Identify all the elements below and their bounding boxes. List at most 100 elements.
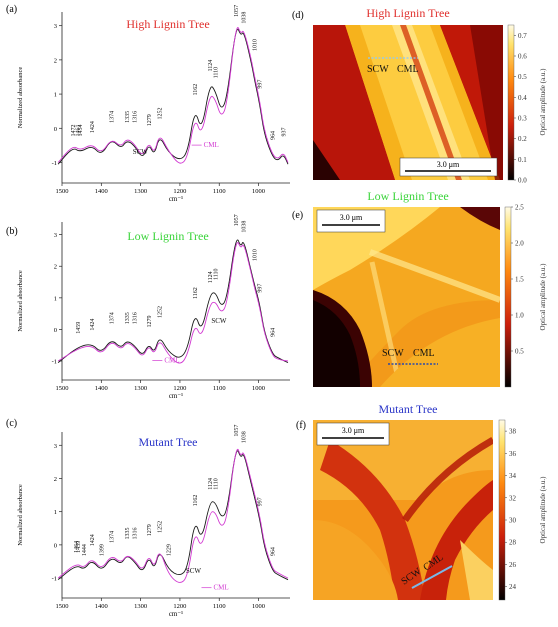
peak-label: 1316 (132, 111, 138, 123)
y-tick-label: 2 (54, 264, 57, 271)
x-tick-label: 1100 (213, 188, 226, 195)
y-tick-label: 2 (54, 57, 57, 64)
colorbar-tick-label: 36 (509, 450, 517, 458)
colorbar-ticks-f: 38 36 34 32 30 28 26 24 (505, 428, 517, 591)
peak-label: 964 (271, 131, 277, 140)
x-tick-label: 1000 (252, 188, 265, 195)
x-axis-label: cm⁻¹ (169, 610, 183, 618)
peak-label: 1399 (100, 544, 106, 556)
x-tick-label: 1300 (134, 188, 147, 195)
peak-label: 1335 (125, 312, 131, 324)
panel-letter-f: (f) (296, 420, 306, 431)
cml-legend-label: CML (204, 141, 219, 149)
peak-label: 1459 (76, 322, 82, 334)
peak-label: 1010 (253, 39, 259, 51)
peak-label: 1454 (78, 125, 84, 137)
colorbar-tick-label: 0.6 (518, 53, 527, 61)
scw-series-line (57, 450, 289, 581)
heatmap-e (313, 207, 500, 387)
colorbar-label-e: Optical amplitude (a.u.) (539, 263, 547, 331)
panel-letter: (b) (6, 226, 18, 237)
peak-label: 1124 (208, 60, 214, 72)
colorbar-tick-label: 24 (509, 583, 517, 591)
spectrum-panel-1: (a) High Lignin Tree Normalized absorbance… (6, 4, 290, 203)
y-tick-label: -1 (52, 359, 57, 366)
peak-label: 1162 (193, 495, 199, 507)
colorbar-tick-label: 0.5 (518, 73, 527, 81)
colorbar-tick-label: 34 (509, 472, 517, 480)
peak-label: 1229 (167, 544, 173, 556)
peak-label: 937 (281, 128, 287, 137)
colorbar-tick-label: 32 (509, 494, 517, 502)
x-tick-label: 1000 (252, 603, 265, 610)
colorbar-ticks-d: 0.7 0.6 0.5 0.4 0.3 0.2 0.1 0.0 (514, 32, 527, 185)
heatmap-f (313, 420, 493, 600)
peak-label: 1424 (90, 319, 96, 331)
colorbar-d (507, 24, 515, 181)
colorbar-f (498, 419, 506, 601)
colorbar-tick-label: 28 (509, 539, 517, 547)
colorbar-tick-label: 1.0 (515, 312, 524, 320)
chart-title: Mutant Tree (138, 435, 197, 449)
peak-label: 1038 (242, 221, 248, 233)
image-title-d: High Lignin Tree (366, 6, 449, 20)
colorbar-tick-label: 0.3 (518, 115, 527, 123)
scale-label-f: 3.0 μm (342, 426, 365, 435)
y-tick-label: 1 (54, 92, 57, 99)
image-title-e: Low Lignin Tree (367, 189, 448, 203)
scw-legend-label: SCW (211, 317, 227, 325)
peak-label: 1124 (208, 478, 214, 490)
colorbar-tick-label: 0.2 (518, 135, 527, 143)
heatmap-d (313, 25, 503, 180)
peak-label: 1110 (213, 478, 219, 490)
peak-label: 1316 (132, 312, 138, 324)
chart-title: Low Lignin Tree (127, 229, 208, 243)
colorbar-tick-label: 2.5 (515, 204, 524, 212)
line-profile-f (411, 565, 453, 589)
y-tick-label: 3 (54, 23, 57, 30)
colorbar-label-d: Optical amplitude (a.u.) (539, 68, 547, 136)
cml-label-e: CML (413, 348, 435, 359)
peak-label: 1110 (213, 268, 219, 280)
peak-label: 1162 (193, 84, 199, 96)
peak-label: 1459 (76, 541, 82, 553)
peak-label: 1124 (208, 271, 214, 283)
scw-label-d: SCW (367, 64, 389, 75)
peak-label: 1252 (157, 306, 163, 318)
spectrum-panel-2: (b) Low Lignin Tree Normalized absorbance c… (6, 214, 290, 400)
y-tick-label: -1 (52, 576, 57, 583)
panel-letter: (c) (6, 418, 17, 429)
peak-label: 1335 (125, 111, 131, 123)
x-tick-label: 1200 (173, 188, 186, 195)
colorbar-tick-label: 0.7 (518, 32, 527, 40)
x-tick-label: 1400 (95, 385, 108, 392)
colorbar-tick-label: 0.5 (515, 348, 524, 356)
colorbar-tick-label: 2.0 (515, 240, 524, 248)
scale-label-d: 3.0 μm (437, 160, 460, 169)
y-tick-label: 0 (54, 327, 57, 334)
y-tick-label: 3 (54, 443, 57, 450)
panel-letter: (a) (6, 4, 17, 15)
peak-label: 1057 (234, 214, 240, 226)
peak-label: 1424 (90, 534, 96, 546)
x-tick-label: 1200 (173, 385, 186, 392)
peak-label: 1279 (147, 114, 153, 126)
peak-label: 1461 (75, 125, 81, 137)
y-tick-label: 0 (54, 542, 57, 549)
peak-label: 1010 (253, 249, 259, 261)
peak-label: 1424 (90, 121, 96, 133)
peak-label: 964 (271, 547, 277, 556)
colorbar-tick-label: 26 (509, 561, 517, 569)
panel-letter-e: (e) (292, 210, 303, 221)
image-title-f: Mutant Tree (378, 402, 437, 416)
colorbar-tick-label: 0.4 (518, 94, 527, 102)
peak-label: 1444 (82, 544, 88, 556)
x-tick-label: 1100 (213, 385, 226, 392)
peak-label: 1038 (242, 431, 248, 443)
peak-label: 1252 (157, 521, 163, 533)
peak-label: 997 (258, 80, 264, 89)
colorbar-tick-label: 38 (509, 428, 517, 436)
x-tick-label: 1500 (56, 603, 69, 610)
x-tick-label: 1500 (56, 385, 69, 392)
